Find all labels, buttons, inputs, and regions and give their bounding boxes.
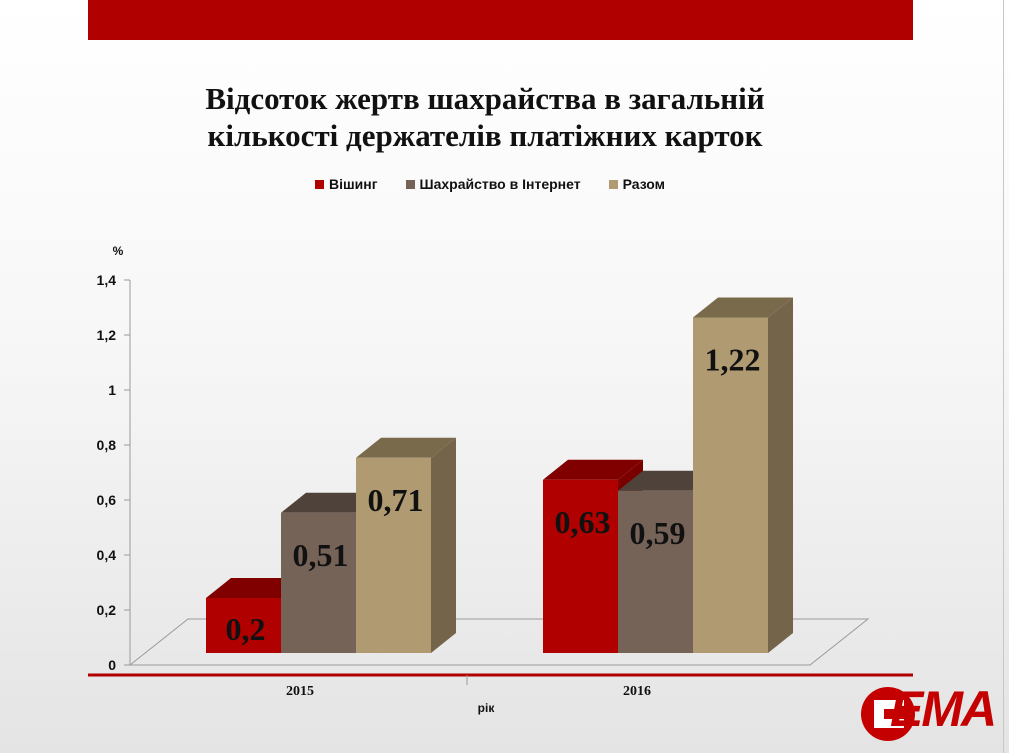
x-tick-label: 2015 <box>286 684 314 699</box>
bar-value-label: 0,71 <box>368 482 424 518</box>
bar <box>281 512 356 653</box>
bar-top <box>693 297 793 318</box>
bar <box>356 457 431 653</box>
x-tick-label: 2016 <box>623 684 651 699</box>
bar-value-label: 0,63 <box>555 504 611 540</box>
y-tick-label: 1,2 <box>97 327 117 343</box>
bar <box>618 490 693 653</box>
y-tick-label: 1,4 <box>97 272 117 288</box>
legend-label-internet-fraud: Шахрайство в Інтернет <box>419 176 581 192</box>
chart-floor <box>128 618 870 666</box>
logo-text: ЕМА <box>890 681 997 737</box>
bar-top <box>543 459 643 480</box>
chart-legend: Вішинг Шахрайство в Інтернет Разом <box>0 176 980 192</box>
bar <box>693 317 768 653</box>
bar-value-label: 0,59 <box>630 515 686 551</box>
bar-value-label: 0,2 <box>226 611 266 647</box>
bar-side <box>431 437 456 653</box>
y-tick-label: 0,2 <box>97 602 117 618</box>
y-tick-label: 0,6 <box>97 492 117 508</box>
bar <box>543 479 618 653</box>
legend-swatch-total <box>608 179 618 189</box>
y-tick-label: 0,4 <box>97 547 117 563</box>
bar-side <box>768 297 793 653</box>
header-bar <box>88 0 913 40</box>
ema-logo: ЕМА <box>856 676 997 748</box>
chart-title: Відсоток жертв шахрайства в загальній кі… <box>150 80 820 154</box>
legend-swatch-internet-fraud <box>405 179 415 189</box>
chart-title-line-1: Відсоток жертв шахрайства в загальній <box>205 81 765 116</box>
y-tick-label: 0,8 <box>97 437 117 453</box>
y-axis-label: % <box>113 244 124 258</box>
slide-border <box>1003 0 1004 753</box>
legend-item-vishing: Вішинг <box>314 176 378 192</box>
bar-top <box>356 437 456 458</box>
chart-title-line-2: кількості держателів платіжних карток <box>207 118 763 153</box>
bar-value-label: 0,51 <box>293 537 349 573</box>
bar-value-label: 1,22 <box>705 342 761 378</box>
legend-swatch-vishing <box>314 179 324 189</box>
legend-item-internet-fraud: Шахрайство в Інтернет <box>405 176 581 192</box>
legend-label-vishing: Вішинг <box>328 176 378 192</box>
y-tick-label: 0 <box>108 657 116 673</box>
x-axis-label: рік <box>478 701 496 715</box>
bar <box>206 598 281 653</box>
y-tick-label: 1 <box>108 382 116 398</box>
legend-label-total: Разом <box>622 176 666 192</box>
legend-item-total: Разом <box>608 176 666 192</box>
logo-mark-icon <box>861 687 915 741</box>
